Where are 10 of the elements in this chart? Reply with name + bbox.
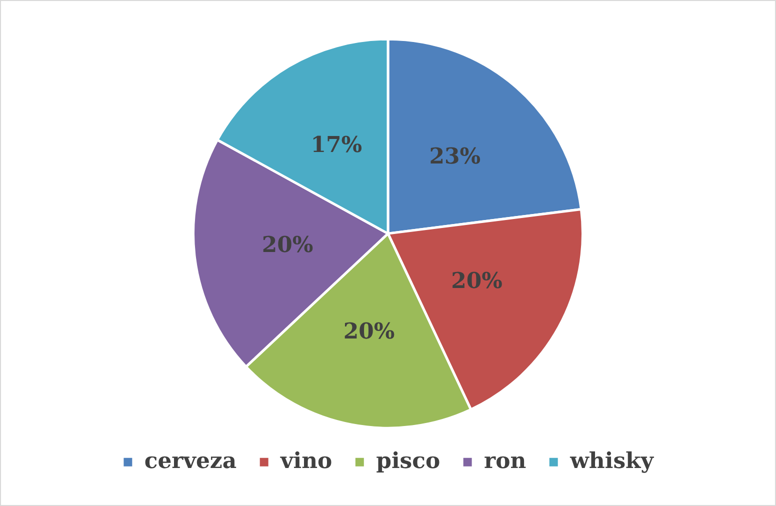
legend-label: cerveza bbox=[144, 448, 237, 474]
data-label: 20% bbox=[343, 318, 395, 345]
data-label: 20% bbox=[262, 232, 314, 258]
legend-label: vino bbox=[280, 448, 332, 474]
legend-label: whisky bbox=[569, 448, 655, 474]
data-label: 20% bbox=[451, 268, 503, 294]
legend-label: ron bbox=[484, 448, 526, 474]
data-label: 17% bbox=[310, 132, 362, 158]
legend-label: pisco bbox=[376, 448, 440, 474]
data-label: 23% bbox=[429, 143, 481, 170]
